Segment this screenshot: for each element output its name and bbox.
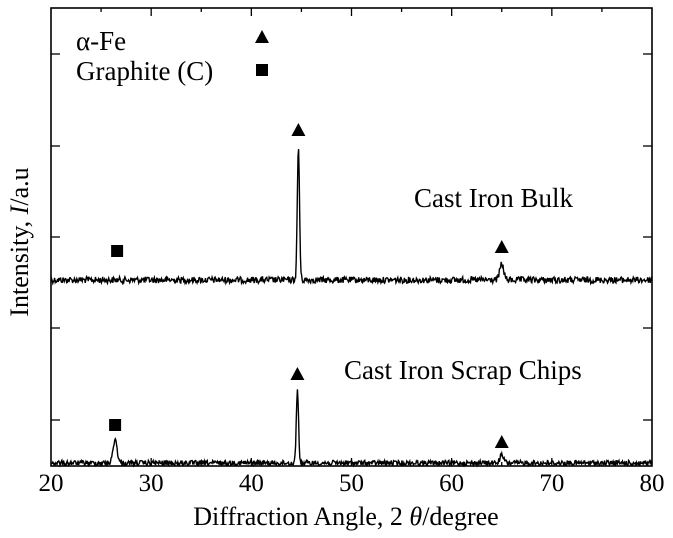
x-tick-label: 60 <box>439 470 464 497</box>
x-tick-label: 30 <box>139 470 164 497</box>
legend-label-graphite: Graphite (C) <box>76 56 213 86</box>
x-tick-label: 70 <box>539 470 564 497</box>
x-tick-label: 20 <box>39 470 64 497</box>
series-lines <box>50 149 653 468</box>
legend-square-marker <box>256 64 268 76</box>
y-axis-ticks <box>51 53 652 421</box>
series-line-cast-iron-scrap-chips <box>50 389 653 468</box>
x-tick-label: 80 <box>640 470 665 497</box>
series-label-cast-iron-bulk: Cast Iron Bulk <box>414 183 573 213</box>
series-label-cast-iron-scrap-chips: Cast Iron Scrap Chips <box>344 355 582 385</box>
legend-triangle-marker <box>255 30 269 43</box>
alpha-fe-peak-marker <box>291 123 306 136</box>
graphite-peak-marker <box>109 419 122 431</box>
alpha-fe-peak-marker <box>290 367 305 380</box>
alpha-fe-peak-marker <box>494 240 509 253</box>
peak-markers <box>109 123 509 448</box>
series-line-cast-iron-bulk <box>50 149 653 286</box>
y-axis-title: Intensity, I/a.u <box>5 167 34 316</box>
alpha-fe-peak-marker <box>494 435 509 448</box>
x-axis-title: Diffraction Angle, 2 θ/degree <box>193 502 498 531</box>
graphite-peak-marker <box>111 245 124 257</box>
x-tick-label: 50 <box>339 470 364 497</box>
x-axis-tick-labels: 20 30 40 50 60 70 80 <box>39 470 665 497</box>
x-tick-label: 40 <box>239 470 264 497</box>
legend-label-alpha-fe: α-Fe <box>76 26 126 56</box>
